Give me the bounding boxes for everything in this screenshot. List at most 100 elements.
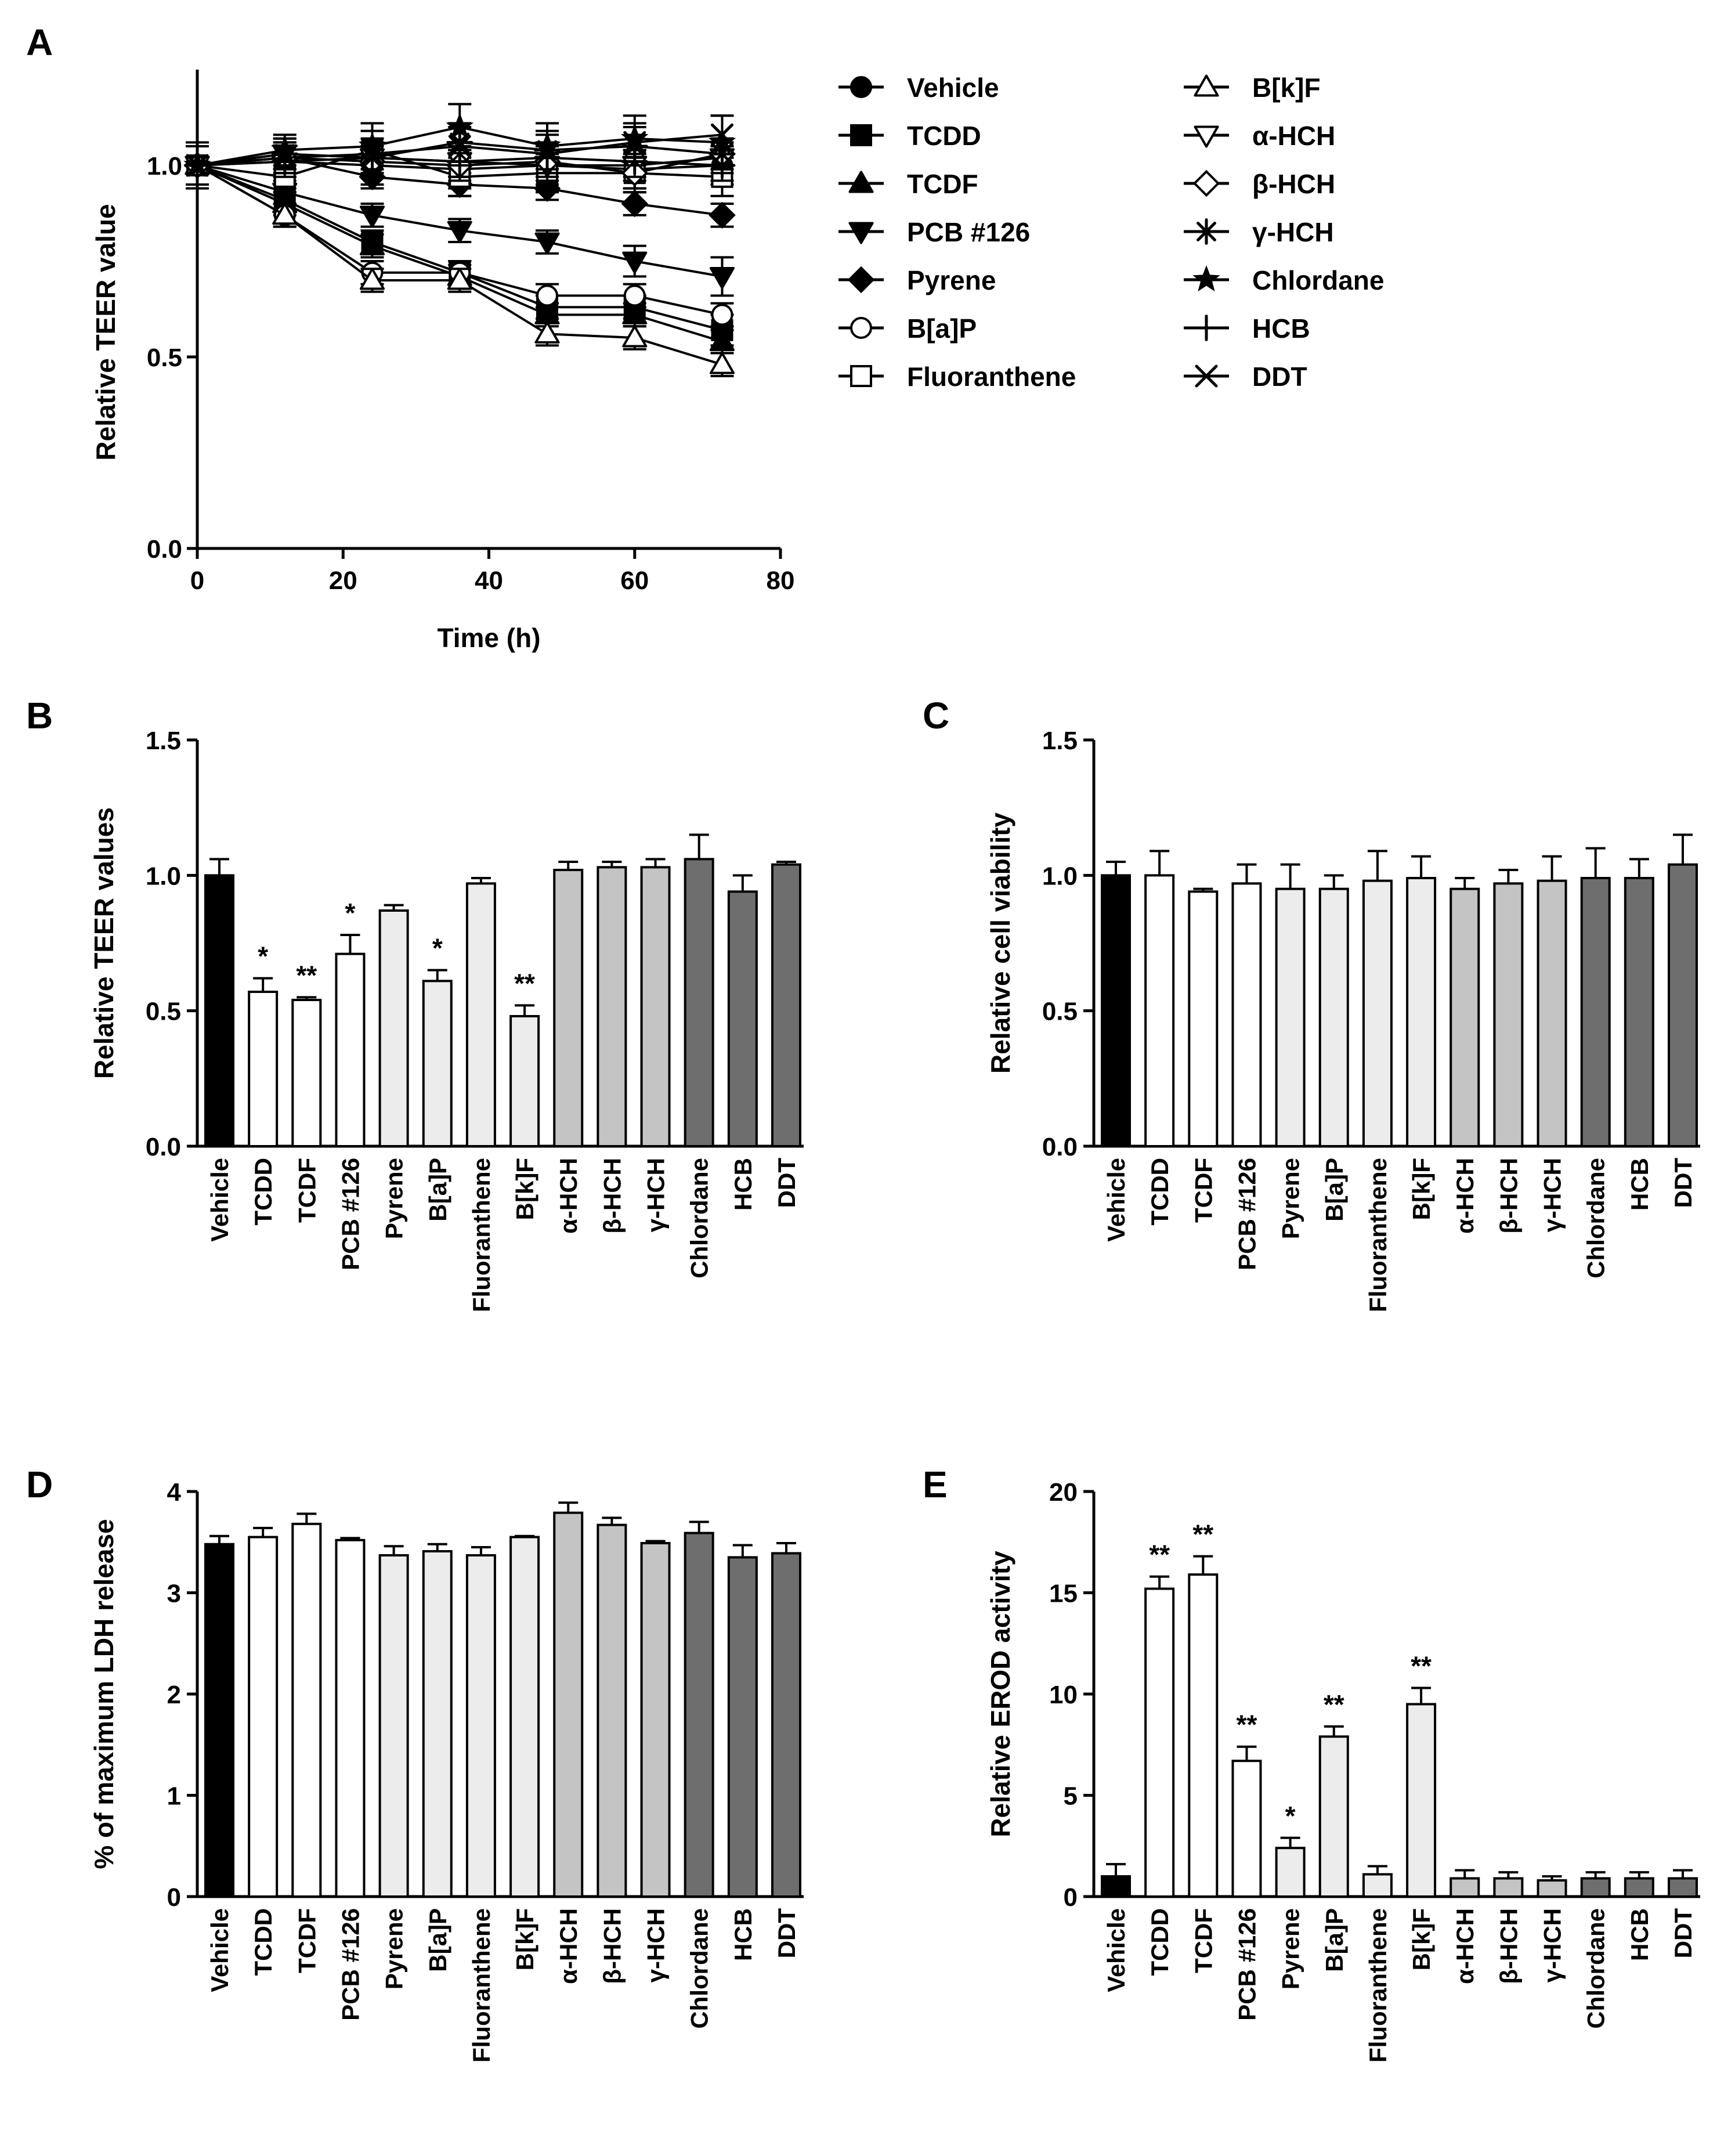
panel-d-bar-ddt bbox=[771, 1552, 801, 1898]
panel-a-data-point bbox=[361, 142, 384, 165]
panel-e-x-tick-label: TCDD bbox=[1146, 1908, 1173, 1976]
panel-b-x-tick-label: β-HCH bbox=[598, 1158, 626, 1234]
panel-b-x-tick-label: DDT bbox=[773, 1158, 800, 1208]
panel-d-y-tick-label: 3 bbox=[167, 1580, 181, 1608]
panel-a-x-tick-label: 80 bbox=[767, 566, 795, 595]
panel-d-bar-hcb bbox=[727, 1556, 758, 1898]
panel-a-legend-label: Pyrene bbox=[907, 265, 996, 295]
panel-a-data-point bbox=[534, 232, 560, 255]
panel-e-x-tick-label: DDT bbox=[1669, 1908, 1697, 1959]
panel-a-data-point bbox=[448, 135, 471, 158]
panel-c-x-tick-label: TCDF bbox=[1190, 1158, 1217, 1223]
panel-b-x-tick-label: TCDD bbox=[250, 1158, 277, 1226]
panel-a-legend-item-pcb-126: PCB #126 bbox=[838, 217, 1030, 247]
panel-a-legend-label: PCB #126 bbox=[907, 217, 1030, 247]
panel-c-x-tick-label: γ-HCH bbox=[1539, 1158, 1566, 1232]
panel-c-x-tick-label: α-HCH bbox=[1451, 1158, 1479, 1234]
panel-e-y-tick-label: 5 bbox=[1064, 1782, 1078, 1811]
panel-a-y-tick-label: 1.0 bbox=[147, 152, 182, 180]
panel-c-x-tick-label: Pyrene bbox=[1277, 1158, 1304, 1239]
panel-e-x-tick-label: Pyrene bbox=[1277, 1908, 1304, 1989]
panel-a-x-tick-label: 20 bbox=[329, 566, 357, 595]
panel-c-bar-ddt bbox=[1668, 863, 1698, 1147]
panel-d-x-tick-label: β-HCH bbox=[598, 1908, 626, 1984]
panel-a-y-tick-label: 0.5 bbox=[147, 344, 182, 372]
panel-a-series-ddt bbox=[186, 114, 734, 186]
panel-e-bar-hcb bbox=[1624, 1877, 1654, 1898]
panel-b-bar-b-k-f bbox=[509, 1015, 540, 1147]
panel-a-legend-label: Vehicle bbox=[907, 73, 999, 103]
panel-a-legend-item-pyrene: Pyrene bbox=[838, 265, 996, 295]
panel-b-significance-label: ** bbox=[514, 968, 535, 998]
panel-b-y-axis-title: Relative TEER values bbox=[89, 807, 119, 1079]
panel-e-y-tick-label: 0 bbox=[1064, 1883, 1078, 1912]
panel-a-data-point bbox=[711, 304, 733, 326]
panel-c-bar-b-k-f bbox=[1406, 877, 1437, 1147]
panel-a-legend-label: HCB bbox=[1252, 313, 1310, 344]
panel-a-legend-marker bbox=[848, 171, 874, 193]
panel-c-x-tick-label: Chlordane bbox=[1582, 1158, 1610, 1279]
panel-c-bar-fluoranthene bbox=[1362, 879, 1393, 1147]
panel-a-data-point bbox=[709, 329, 735, 352]
panel-b-bar-chart: B 0.0 0.5 1.0 1.5 Relative TEER values Vehicl… bbox=[26, 695, 804, 1312]
panel-b-bar-hch bbox=[640, 866, 671, 1148]
panel-e-x-tick-label: γ-HCH bbox=[1539, 1908, 1566, 1982]
panel-b-bar-pcb-126 bbox=[335, 952, 366, 1147]
panel-b-bar-hch bbox=[597, 866, 627, 1148]
panel-e-x-tick-label: Chlordane bbox=[1582, 1908, 1610, 2029]
panel-a-legend-item-tcdf: TCDF bbox=[838, 169, 978, 199]
panel-b-bar-vehicle bbox=[204, 874, 234, 1148]
panel-d-y-axis-title: % of maximum LDH release bbox=[89, 1519, 119, 1869]
panel-d-x-tick-label: HCB bbox=[729, 1908, 757, 1961]
panel-c-x-tick-label: TCDD bbox=[1146, 1158, 1173, 1226]
panel-b-bar-hcb bbox=[727, 890, 758, 1148]
panel-a-legend-item-fluoranthene: Fluoranthene bbox=[838, 362, 1076, 392]
panel-b-bar-fluoranthene bbox=[465, 882, 496, 1148]
panel-c-y-axis-title: Relative cell viability bbox=[985, 812, 1015, 1074]
panel-c-bar-pyrene bbox=[1275, 887, 1306, 1147]
panel-a-legend-marker bbox=[1192, 265, 1220, 292]
panel-e-significance-label: ** bbox=[1324, 1689, 1344, 1720]
panel-b-y-tick-label: 0.5 bbox=[146, 998, 181, 1026]
panel-a-data-point bbox=[534, 321, 560, 344]
panel-a-legend-marker bbox=[850, 124, 872, 146]
panel-a-data-point bbox=[447, 268, 472, 290]
panel-e-significance-label: * bbox=[1285, 1801, 1296, 1831]
panel-c-bar-tcdf bbox=[1188, 890, 1219, 1148]
panel-e-letter: E bbox=[923, 1464, 948, 1505]
panel-d-x-tick-label: B[k]F bbox=[511, 1908, 538, 1970]
panel-c-bar-hch bbox=[1537, 879, 1567, 1147]
panel-a-legend-marker bbox=[1192, 169, 1220, 197]
panel-d-x-tick-label: PCB #126 bbox=[337, 1908, 364, 2021]
panel-c-y-tick-label: 1.5 bbox=[1042, 727, 1078, 755]
panel-d-bar-hch bbox=[597, 1523, 627, 1898]
panel-d-bar-hch bbox=[640, 1541, 671, 1898]
panel-a-legend-item-hcb: HCB bbox=[1184, 313, 1310, 344]
panel-c-y-tick-label: 1.0 bbox=[1042, 862, 1078, 890]
panel-e-y-tick-label: 15 bbox=[1049, 1580, 1078, 1608]
panel-b-bar-pyrene bbox=[378, 909, 409, 1147]
panel-c-y-tick-label: 0.5 bbox=[1042, 998, 1078, 1026]
panel-a-data-point bbox=[536, 142, 559, 165]
panel-e-bar-vehicle bbox=[1101, 1875, 1131, 1898]
panel-b-bar-tcdd bbox=[248, 991, 279, 1147]
panel-a-legend-item-b-k-f: B[k]F bbox=[1184, 73, 1321, 103]
panel-d-bar-chart: D 0 1 2 3 4 % of maximum LDH release Vehicle TC… bbox=[26, 1464, 804, 2063]
panel-a-data-point bbox=[273, 146, 297, 169]
panel-a-data-point bbox=[709, 352, 735, 374]
panel-c-letter: C bbox=[923, 695, 949, 736]
panel-e-x-tick-label: B[k]F bbox=[1408, 1908, 1435, 1970]
panel-e-x-tick-label: PCB #126 bbox=[1233, 1908, 1260, 2021]
panel-d-x-tick-label: Chlordane bbox=[686, 1908, 713, 2029]
panel-a-y-axis-title: Relative TEER value bbox=[91, 204, 121, 460]
panel-d-x-tick-label: Fluoranthene bbox=[468, 1908, 495, 2063]
panel-a-line-chart: A 0.0 0.5 1.0 0 20 40 60 80 Time (h) Relative TEE… bbox=[26, 21, 1384, 653]
panel-a-data-point bbox=[359, 233, 385, 256]
panel-d-bar-chlordane bbox=[684, 1532, 714, 1898]
panel-a-series-b-k-f bbox=[185, 145, 735, 377]
panel-e-bar-tcdd bbox=[1144, 1587, 1175, 1898]
panel-d-bar-b-a-p bbox=[422, 1550, 453, 1898]
panel-c-bar-hcb bbox=[1624, 877, 1654, 1147]
panel-b-x-tick-label: α-HCH bbox=[555, 1158, 582, 1234]
panel-e-x-tick-label: Fluoranthene bbox=[1364, 1908, 1391, 2063]
